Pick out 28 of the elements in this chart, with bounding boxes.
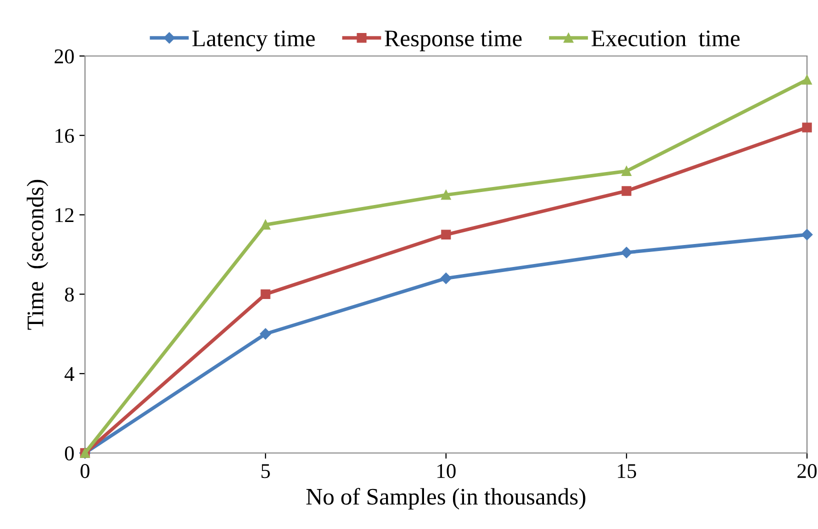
x-tick-label: 15 [618, 464, 636, 478]
y-tick-label: 12 [56, 208, 74, 222]
y-tick-label: 0 [64, 446, 74, 460]
point [440, 272, 452, 284]
point [622, 166, 632, 176]
x-tick-label: 0 [80, 464, 90, 478]
point [801, 229, 813, 240]
point [620, 246, 632, 258]
point [441, 230, 451, 240]
point [260, 220, 270, 230]
point [260, 328, 272, 340]
point [802, 74, 812, 85]
point [802, 122, 812, 132]
point [441, 190, 451, 200]
x-tick-label: 5 [262, 464, 270, 478]
y-axis-title: Time (seconds) [26, 180, 48, 330]
x-tick-label: 10 [437, 464, 456, 478]
legend-label: Response time [384, 30, 522, 52]
point [622, 186, 632, 196]
y-tick-label: 4 [64, 367, 74, 381]
y-tick-label: 8 [64, 288, 74, 302]
y-tick-label: 16 [56, 128, 74, 143]
y-tick-label: 20 [54, 49, 74, 64]
x-axis-title: No of Samples (in thousands) [306, 488, 586, 510]
legend-label: Latency time [192, 30, 315, 52]
x-tick-label: 20 [798, 464, 817, 478]
legend-label: Execution time [592, 30, 740, 46]
point [260, 289, 270, 300]
